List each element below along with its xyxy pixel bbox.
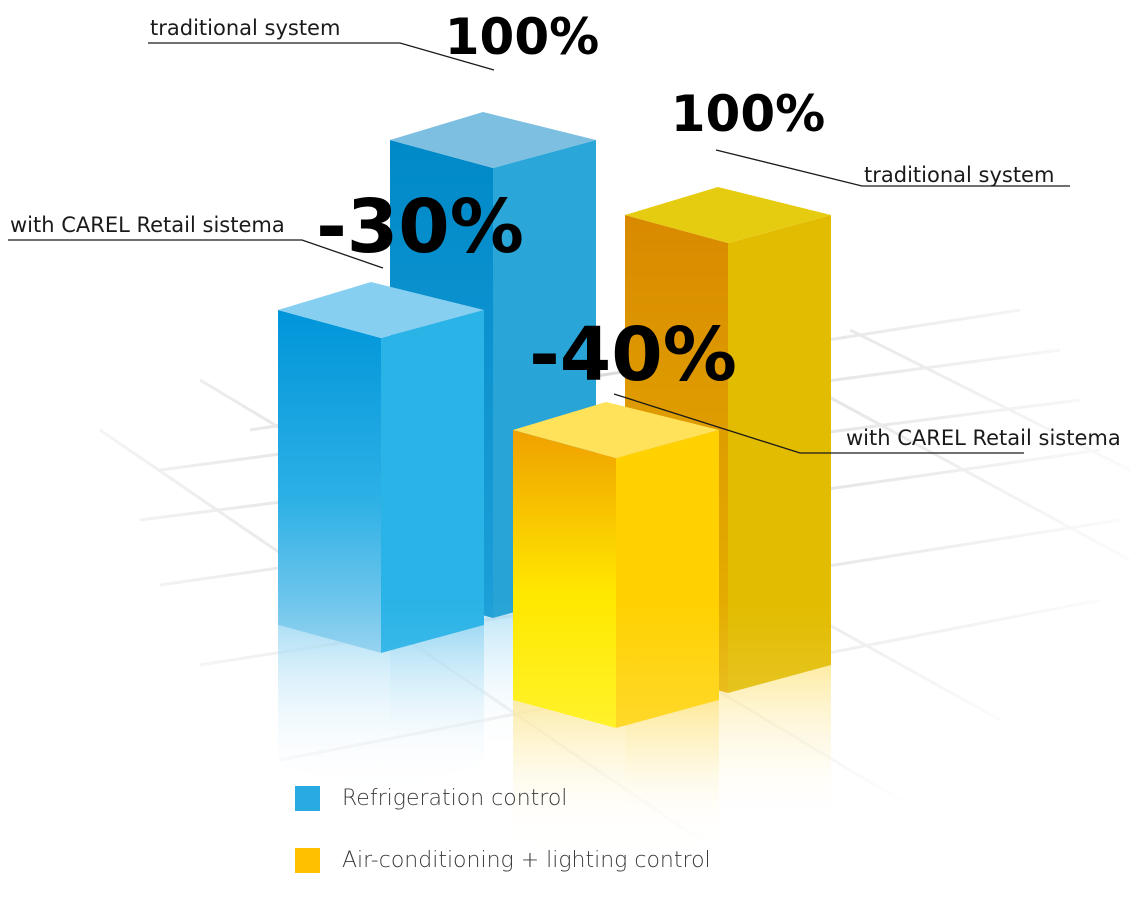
callout-label-air-conditioning-traditional: traditional system [864, 163, 1054, 187]
callout-label-refrigeration-traditional: traditional system [150, 16, 340, 40]
callout-line-refrigeration-carel [8, 239, 384, 269]
legend-label-refrigeration: Refrigeration control [342, 785, 568, 811]
bar-refrigeration-carel [278, 282, 484, 653]
callout-label-refrigeration-carel: with CAREL Retail sistema [10, 213, 285, 237]
bar-top-face [513, 402, 719, 458]
legend-item-air-conditioning: Air-conditioning + lighting control [295, 845, 711, 875]
callout-line-air-conditioning-carel [613, 393, 1024, 454]
legend-label-air-conditioning: Air-conditioning + lighting control [342, 847, 711, 873]
legend-swatch-air-conditioning [295, 847, 320, 873]
callout-line-air-conditioning-traditional [715, 149, 1070, 187]
bar-side-face [728, 215, 831, 693]
bars-group [278, 112, 831, 728]
legend-item-refrigeration: Refrigeration control [295, 783, 711, 813]
floor-fade [0, 600, 1141, 880]
bar-top-face [390, 112, 596, 168]
legend-swatch-refrigeration [295, 785, 320, 811]
value-label-air-conditioning-traditional: 100% [671, 85, 825, 143]
chart-area: 100% traditional system 100% traditional sy… [0, 8, 1141, 880]
value-label-air-conditioning-carel: -40% [529, 312, 737, 398]
value-label-refrigeration-carel: -30% [316, 184, 524, 270]
annotations-group: 100% traditional system 100% traditional sy… [8, 8, 1121, 454]
bar-side-face [381, 310, 484, 653]
callout-label-air-conditioning-carel: with CAREL Retail sistema [846, 426, 1121, 450]
value-label-refrigeration-traditional: 100% [445, 8, 599, 66]
legend: Refrigeration control Air-conditioning +… [295, 783, 711, 907]
chart-svg: 100% traditional system 100% traditional sy… [0, 8, 1141, 880]
bar-top-face [278, 282, 484, 338]
bar-front-face [278, 310, 381, 653]
bar-top-face [625, 187, 831, 243]
callout-line-refrigeration-traditional [148, 42, 495, 71]
